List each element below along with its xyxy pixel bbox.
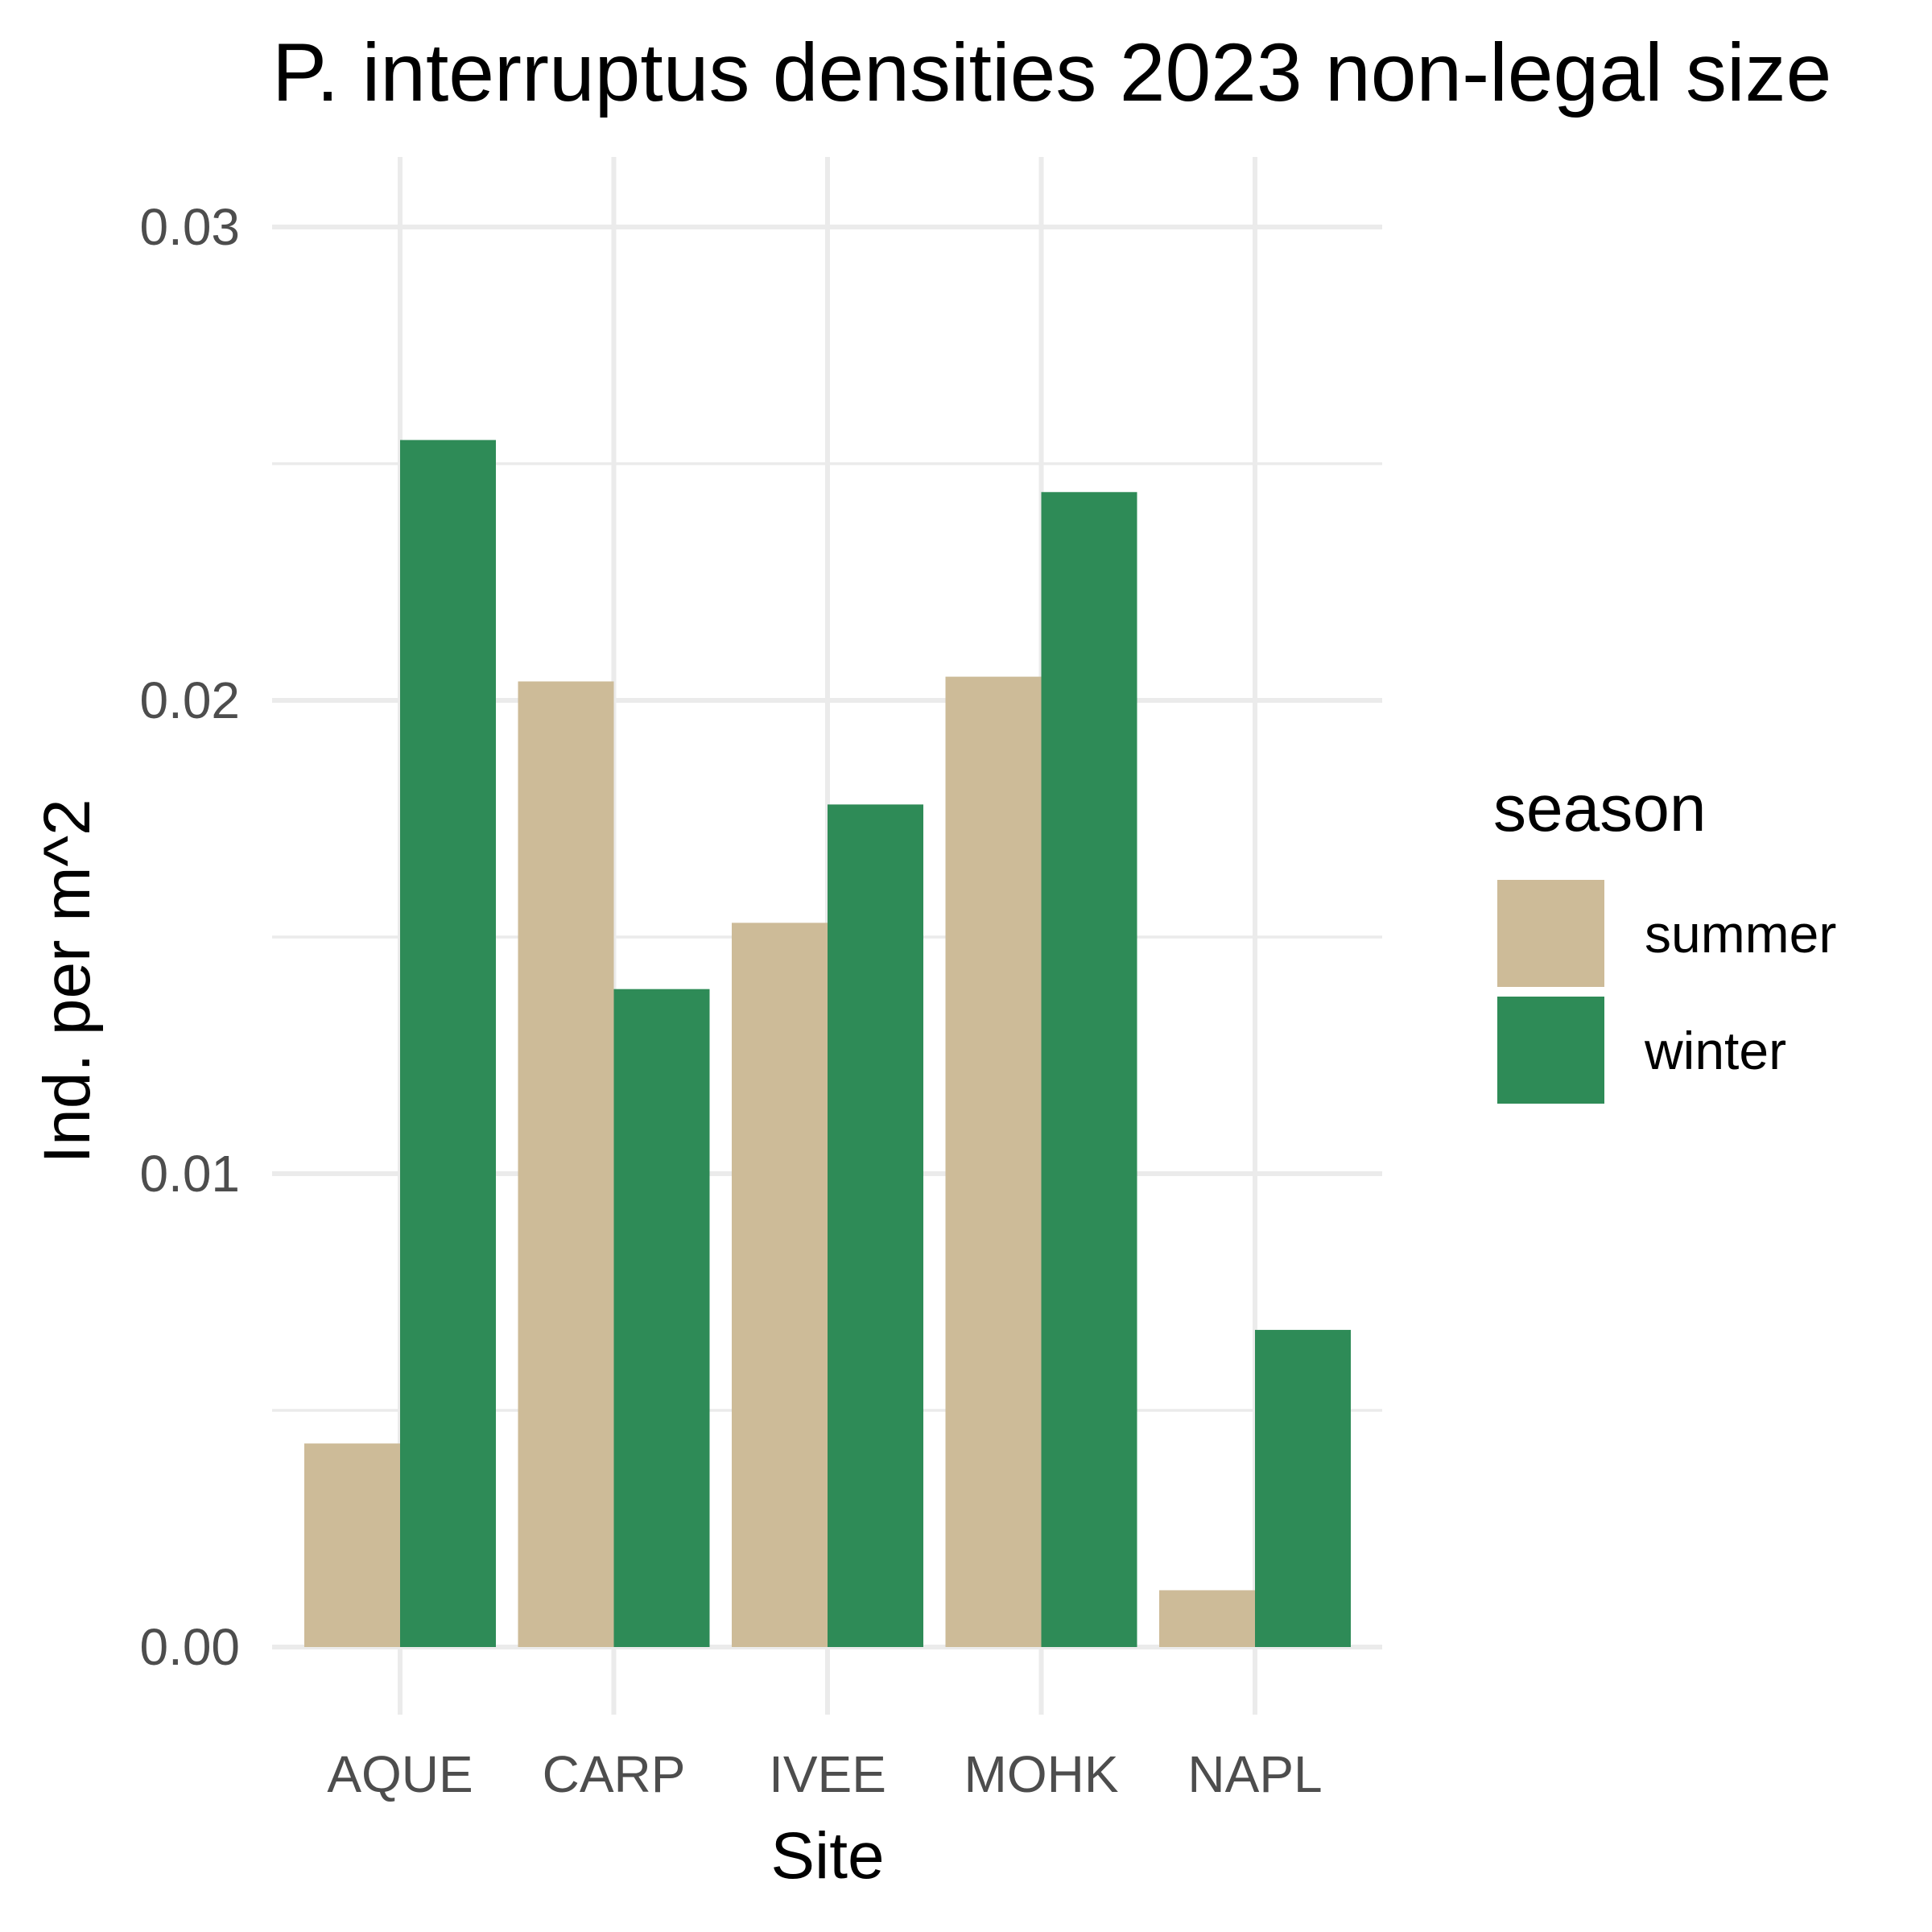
- y-tick-label: 0.00: [139, 1618, 240, 1676]
- x-tick-label: NAPL: [1187, 1745, 1322, 1803]
- y-axis-ticks: 0.00 0.01 0.02 0.03: [139, 198, 240, 1676]
- legend: season summer winter: [1493, 772, 1836, 1104]
- chart-title: P. interruptus densities 2023 non-legal …: [272, 27, 1831, 118]
- x-axis-title: Site: [770, 1819, 884, 1893]
- bar-summer-mohk: [945, 676, 1042, 1647]
- bar-winter-mohk: [1041, 492, 1137, 1647]
- legend-label-winter: winter: [1644, 1021, 1786, 1080]
- bar-winter-ivee: [828, 804, 923, 1647]
- bar-summer-ivee: [732, 923, 828, 1647]
- x-tick-label: IVEE: [769, 1745, 886, 1803]
- bars: [304, 440, 1351, 1647]
- legend-key-winter: [1497, 997, 1604, 1104]
- x-tick-label: CARP: [543, 1745, 686, 1803]
- bar-summer-aque: [304, 1443, 400, 1647]
- bar-winter-napl: [1255, 1330, 1351, 1647]
- x-axis-ticks: AQUE CARP IVEE MOHK NAPL: [327, 1745, 1322, 1803]
- y-tick-label: 0.02: [139, 671, 240, 729]
- legend-key-summer: [1497, 880, 1604, 987]
- legend-label-summer: summer: [1645, 904, 1836, 964]
- x-tick-label: AQUE: [327, 1745, 473, 1803]
- legend-title: season: [1493, 772, 1706, 845]
- bar-summer-napl: [1159, 1590, 1255, 1647]
- y-axis-title: Ind. per m^2: [31, 799, 104, 1163]
- y-tick-label: 0.03: [139, 198, 240, 256]
- x-tick-label: MOHK: [964, 1745, 1119, 1803]
- bar-winter-aque: [400, 440, 496, 1647]
- bar-summer-carp: [518, 681, 614, 1647]
- y-tick-label: 0.01: [139, 1145, 240, 1203]
- bar-winter-carp: [613, 989, 710, 1647]
